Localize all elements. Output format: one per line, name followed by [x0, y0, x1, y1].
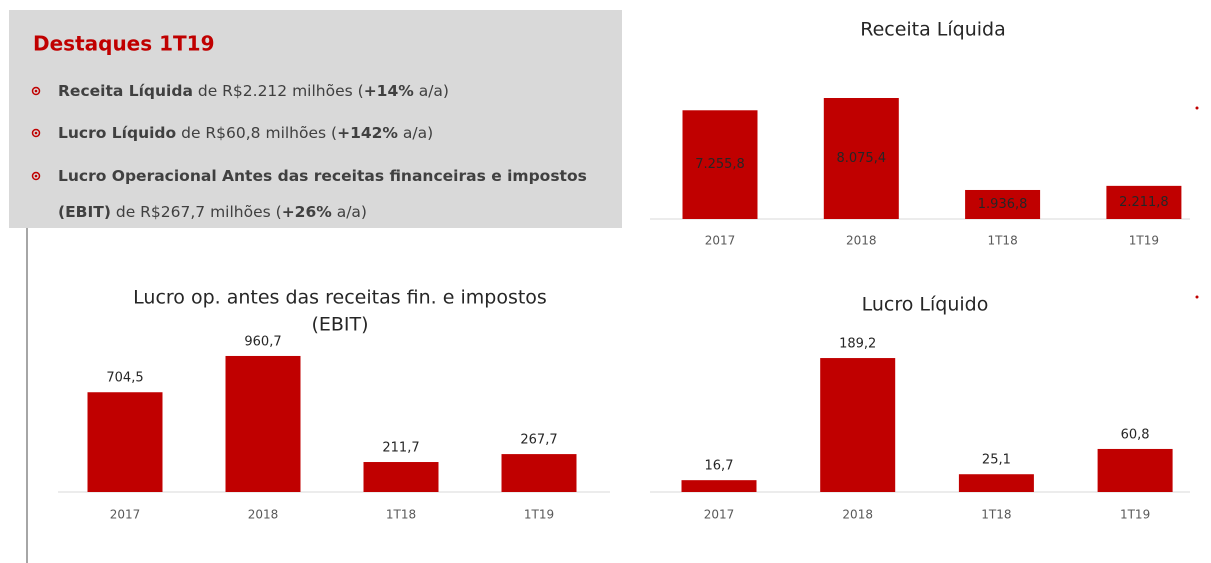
bullet-text: (EBIT) de R$267,7 milhões (+26% a/a)	[58, 203, 367, 221]
x-tick-label: 2017	[705, 234, 736, 248]
dot	[1195, 295, 1199, 299]
data-label: 189,2	[839, 337, 876, 352]
bar	[1106, 185, 1182, 219]
dot	[1195, 106, 1199, 110]
x-tick-label: 1T19	[1129, 234, 1159, 248]
bullet-text: Receita Líquida de R$2.212 milhões (+14%…	[58, 82, 449, 100]
bullet-text: Lucro Operacional Antes das receitas fin…	[58, 167, 587, 185]
data-label: 16,7	[705, 459, 734, 474]
data-label: 1.936,8	[978, 197, 1028, 212]
chart-title: Lucro op. antes das receitas fin. e impo…	[133, 287, 547, 309]
data-label: 60,8	[1121, 427, 1150, 442]
bullet-segment: de R$2.212 milhões (	[193, 82, 364, 100]
bar	[681, 480, 757, 492]
bullet-segment: Receita Líquida	[58, 82, 193, 100]
x-tick-label: 2018	[248, 508, 279, 522]
bullet-segment: a/a)	[398, 124, 433, 142]
bullet-segment: a/a)	[332, 203, 367, 221]
data-label: 7.255,8	[695, 157, 745, 172]
data-label: 704,5	[106, 371, 143, 386]
bullet-segment: +142%	[337, 124, 398, 142]
x-tick-label: 1T18	[981, 508, 1011, 522]
x-tick-label: 2018	[846, 234, 877, 248]
bar	[363, 462, 439, 492]
bar	[958, 474, 1034, 492]
data-label: 211,7	[382, 441, 419, 456]
x-tick-label: 1T19	[1120, 508, 1150, 522]
highlights-box	[9, 10, 622, 228]
bullet-segment: +14%	[364, 82, 415, 100]
chart-title: Lucro Líquido	[862, 294, 989, 316]
bullet-segment: de R$60,8 milhões (	[176, 124, 337, 142]
bar	[501, 454, 577, 492]
bullet-segment: a/a)	[414, 82, 449, 100]
data-label: 25,1	[982, 453, 1011, 468]
bullet-dot-center	[34, 174, 38, 178]
bar	[682, 110, 758, 219]
bullet-text: Lucro Líquido de R$60,8 milhões (+142% a…	[58, 124, 433, 142]
x-tick-label: 1T19	[524, 508, 554, 522]
bar	[1097, 448, 1173, 492]
bullet-segment: +26%	[282, 203, 333, 221]
bullet-dot	[31, 128, 41, 138]
chart-title: Receita Líquida	[860, 19, 1006, 41]
bullet-segment: Lucro Líquido	[58, 124, 176, 142]
bullet-segment: de R$267,7 milhões (	[111, 203, 282, 221]
data-label: 2.211,8	[1119, 195, 1169, 210]
bar	[965, 189, 1041, 219]
bar	[225, 355, 301, 492]
highlights-title: Destaques 1T19	[33, 32, 215, 56]
bullet-dot	[31, 86, 41, 96]
x-tick-label: 1T18	[386, 508, 416, 522]
bar	[87, 392, 163, 492]
x-tick-label: 2017	[704, 508, 735, 522]
data-label: 960,7	[244, 334, 281, 349]
chart-title: (EBIT)	[311, 314, 368, 336]
bar	[823, 98, 899, 219]
bullet-segment: (EBIT)	[58, 203, 111, 221]
data-label: 267,7	[520, 433, 557, 448]
bullet-dot	[31, 171, 41, 181]
data-label: 8.075,4	[836, 151, 886, 166]
x-tick-label: 2017	[110, 508, 141, 522]
x-tick-label: 1T18	[987, 234, 1017, 248]
bar	[820, 358, 896, 492]
bullet-dot-center	[34, 131, 38, 135]
bullet-dot-center	[34, 89, 38, 93]
bullet-segment: Lucro Operacional Antes das receitas fin…	[58, 167, 587, 185]
x-tick-label: 2018	[842, 508, 873, 522]
